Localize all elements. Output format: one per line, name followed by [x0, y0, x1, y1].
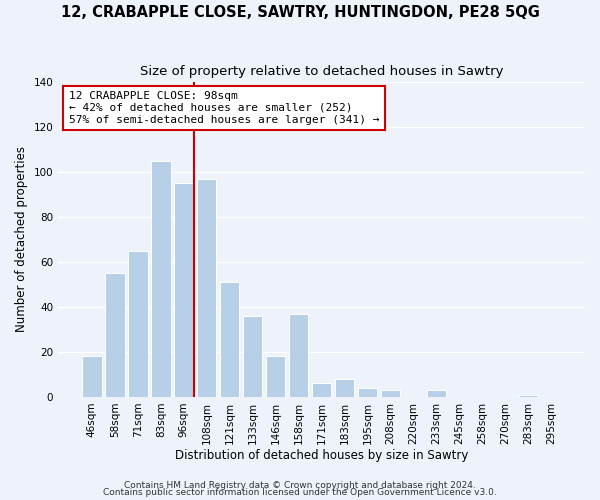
Bar [174, 183, 194, 397]
Bar [82, 356, 101, 397]
Text: 12, CRABAPPLE CLOSE, SAWTRY, HUNTINGDON, PE28 5QG: 12, CRABAPPLE CLOSE, SAWTRY, HUNTINGDON,… [61, 5, 539, 20]
Bar [518, 394, 538, 397]
Bar [289, 314, 308, 397]
Bar [335, 379, 355, 397]
Text: Contains HM Land Registry data © Crown copyright and database right 2024.: Contains HM Land Registry data © Crown c… [124, 480, 476, 490]
Bar [243, 316, 262, 397]
Bar [151, 160, 170, 397]
Bar [220, 282, 239, 397]
Bar [312, 384, 331, 397]
Bar [266, 356, 286, 397]
Bar [128, 250, 148, 397]
Title: Size of property relative to detached houses in Sawtry: Size of property relative to detached ho… [140, 65, 503, 78]
Text: 12 CRABAPPLE CLOSE: 98sqm
← 42% of detached houses are smaller (252)
57% of semi: 12 CRABAPPLE CLOSE: 98sqm ← 42% of detac… [69, 92, 379, 124]
Bar [197, 178, 217, 397]
Bar [427, 390, 446, 397]
Bar [381, 390, 400, 397]
X-axis label: Distribution of detached houses by size in Sawtry: Distribution of detached houses by size … [175, 450, 468, 462]
Bar [105, 273, 125, 397]
Bar [358, 388, 377, 397]
Y-axis label: Number of detached properties: Number of detached properties [15, 146, 28, 332]
Text: Contains public sector information licensed under the Open Government Licence v3: Contains public sector information licen… [103, 488, 497, 497]
